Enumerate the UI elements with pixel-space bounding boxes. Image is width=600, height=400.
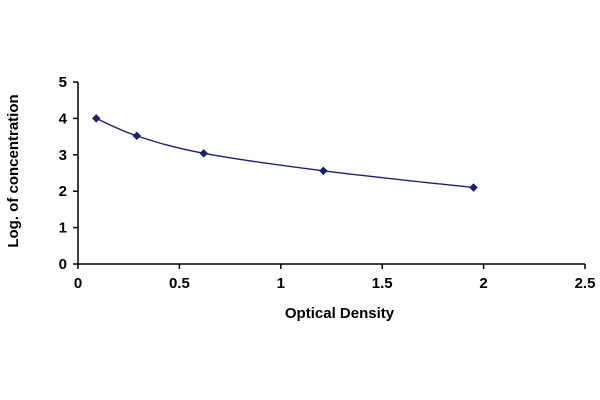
y-tick-label: 1	[59, 220, 67, 237]
x-axis-title: Optical Density	[285, 305, 395, 322]
x-tick-label: 2.5	[575, 275, 596, 292]
data-point-marker	[91, 114, 101, 123]
y-tick-label: 0	[59, 256, 67, 273]
series	[91, 114, 478, 192]
series-line	[95, 117, 474, 189]
y-axis-title: Log. of concentration	[5, 94, 22, 247]
y-tick-label: 2	[59, 183, 67, 200]
x-tick-label: 0	[74, 275, 82, 292]
x-tick-label: 1.5	[372, 275, 393, 292]
y-tick-label: 4	[59, 110, 68, 127]
data-point-marker	[199, 148, 209, 158]
ticks: 0 0.5 1 1.5 2 2.5 0 1 2 3 4 5	[59, 74, 596, 292]
x-tick-label: 2	[479, 275, 487, 292]
y-tick-label: 5	[59, 74, 67, 91]
x-tick-label: 1	[277, 275, 285, 292]
data-point-marker	[319, 166, 328, 176]
x-tick-label: 0.5	[169, 275, 190, 292]
data-point-marker	[469, 183, 478, 192]
axes	[77, 82, 585, 265]
y-tick-label: 3	[59, 147, 67, 164]
data-point-marker	[132, 131, 142, 141]
